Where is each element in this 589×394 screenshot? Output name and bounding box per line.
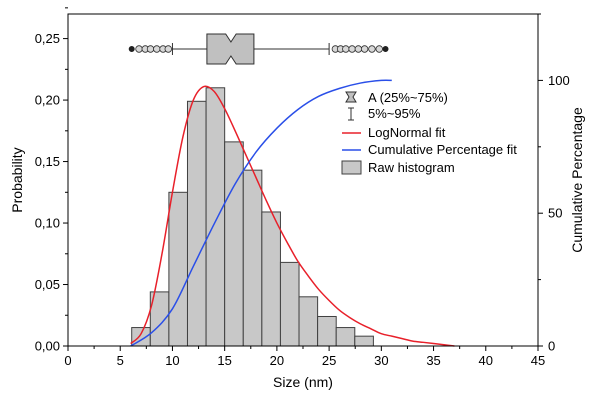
y-tick-label: 0,10 xyxy=(35,216,60,231)
extreme-marker xyxy=(382,46,389,53)
x-tick-label: 30 xyxy=(374,353,388,368)
outlier-marker xyxy=(164,45,172,53)
outlier-marker xyxy=(146,45,155,53)
histogram-bar xyxy=(298,296,319,347)
histogram-bar xyxy=(168,191,188,347)
legend: A (25%~75%) 5%~95% LogNormal fit Cumulat… xyxy=(341,90,517,175)
histogram-bar xyxy=(335,327,356,347)
histogram-bar xyxy=(261,211,281,347)
outlier-marker xyxy=(153,45,161,53)
y-tick-label: 0,00 xyxy=(35,339,60,354)
histogram-bar xyxy=(317,315,337,347)
x-tick-label: 35 xyxy=(426,353,440,368)
outlier-marker xyxy=(360,45,369,53)
x-tick-label: 45 xyxy=(531,353,545,368)
y2-axis-ticks: 0 50 100 xyxy=(538,13,570,354)
histogram-bars xyxy=(131,87,374,347)
x-tick-label: 5 xyxy=(117,353,124,368)
histogram-bar xyxy=(205,87,226,347)
x-tick-label: 15 xyxy=(217,353,231,368)
x-tick-label: 20 xyxy=(270,353,284,368)
histogram-bar xyxy=(242,169,263,347)
x-tick-label: 10 xyxy=(165,353,179,368)
legend-entry-lognormal: LogNormal fit xyxy=(368,125,446,140)
outlier-marker xyxy=(368,45,376,53)
cumulative-fit-line xyxy=(130,79,392,347)
x-axis-label: Size (nm) xyxy=(273,374,333,390)
interquartile-box xyxy=(206,33,255,65)
x-tick-label: 40 xyxy=(479,353,493,368)
x-tick-label: 0 xyxy=(64,353,71,368)
y2-axis-label: Cumulative Percentage xyxy=(569,107,585,253)
y-tick-label: 0,15 xyxy=(35,154,60,169)
legend-box-icon xyxy=(345,91,357,103)
x-tick-label: 25 xyxy=(322,353,336,368)
y-axis-label: Probability xyxy=(9,147,25,212)
lognormal-fit-line xyxy=(130,85,455,347)
histogram-bar xyxy=(354,335,374,347)
legend-entry-histogram: Raw histogram xyxy=(368,160,455,175)
y-axis-ticks: 0,00 0,05 0,10 0,15 0,20 0,25 xyxy=(35,7,68,354)
legend-histogram-swatch xyxy=(341,160,362,175)
y-tick-label: 0,05 xyxy=(35,277,60,292)
histogram-bar xyxy=(224,141,244,347)
histogram-bar xyxy=(186,100,207,347)
legend-whisker-icon xyxy=(348,107,354,121)
legend-entry-box: A (25%~75%) xyxy=(368,90,448,105)
y2-tick-label: 100 xyxy=(548,73,570,88)
outlier-marker xyxy=(354,45,363,53)
boxplot xyxy=(128,33,389,65)
legend-entry-whisker: 5%~95% xyxy=(368,106,421,121)
y2-tick-label: 0 xyxy=(548,339,555,354)
outlier-marker xyxy=(342,45,350,53)
extreme-marker xyxy=(128,46,135,53)
outlier-marker xyxy=(135,45,143,53)
y-tick-label: 0,20 xyxy=(35,93,60,108)
plot-frame xyxy=(67,13,539,347)
y-tick-label: 0,25 xyxy=(35,31,60,46)
legend-entry-cumulative: Cumulative Percentage fit xyxy=(368,142,517,157)
x-axis-ticks: 0 5 10 15 20 25 30 35 40 45 xyxy=(64,346,545,368)
y2-tick-label: 50 xyxy=(548,206,562,221)
outlier-marker xyxy=(375,45,383,53)
outlier-marker xyxy=(348,45,356,53)
histogram-bar xyxy=(279,261,300,347)
